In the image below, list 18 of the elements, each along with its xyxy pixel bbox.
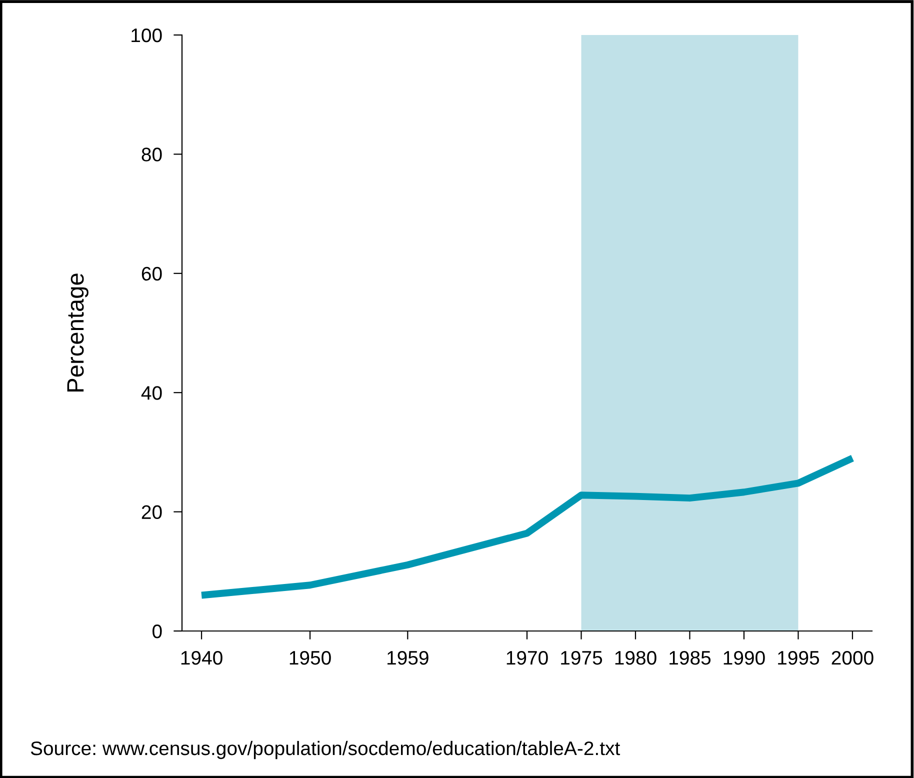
y-axis-title: Percentage <box>67 274 88 392</box>
x-tick-label: 1985 <box>670 650 711 665</box>
y-tick-label: 60 <box>142 266 162 281</box>
source-note: Source: www.census.gov/population/socdemo/education/tableA-2.txt <box>30 740 620 760</box>
x-tick-label: 1959 <box>388 650 428 665</box>
y-tick-label: 20 <box>142 505 162 520</box>
x-tick-label: 1950 <box>290 650 331 665</box>
y-tick-label: 80 <box>142 148 162 162</box>
x-tick-label: 1990 <box>724 650 765 665</box>
x-tick-label: 1940 <box>181 650 222 665</box>
x-tick-label: 2000 <box>832 650 874 665</box>
y-tick-label: 100 <box>132 28 162 42</box>
y-tick-label: 40 <box>141 386 162 400</box>
x-tick-label: 1975 <box>561 650 602 665</box>
x-tick-label: 1995 <box>778 650 820 665</box>
x-tick-label: 1980 <box>615 650 656 665</box>
y-tick-label: 0 <box>152 624 162 638</box>
x-tick-label: 1970 <box>506 650 548 665</box>
